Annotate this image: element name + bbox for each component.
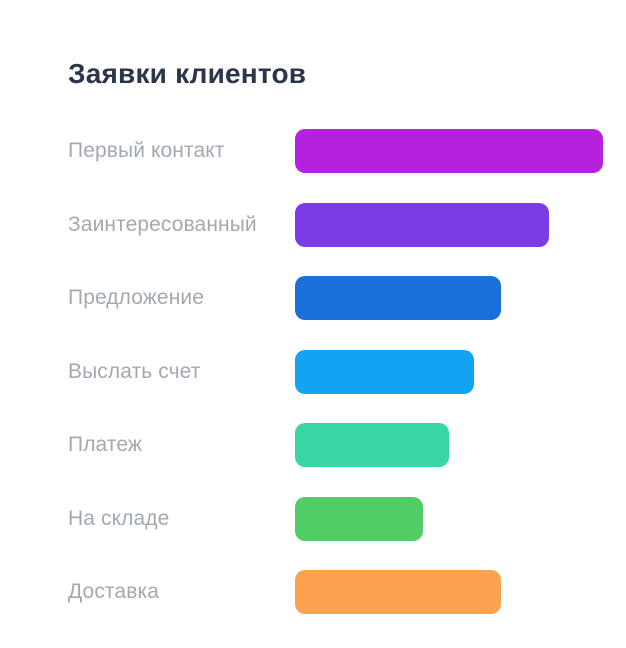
bar-track [295, 496, 603, 541]
category-label: Платеж [68, 433, 143, 456]
category-label: Доставка [68, 580, 159, 603]
funnel-bar[interactable] [295, 202, 549, 247]
funnel-bar[interactable] [295, 570, 501, 614]
chart-row: Доставка [68, 570, 626, 614]
category-label: Заинтересованный [68, 212, 257, 236]
chart-row: Платеж [68, 423, 626, 467]
funnel-bar[interactable] [295, 276, 501, 320]
bar-track [295, 570, 603, 614]
chart-row: Первый контакт [68, 129, 626, 173]
bar-chart: Первый контакт Заинтересованный Предложе… [68, 129, 626, 614]
chart-row: Предложение [68, 276, 626, 320]
category-label: Предложение [68, 286, 205, 309]
bar-track [295, 423, 603, 467]
chart-row: Заинтересованный [68, 202, 626, 247]
chart-card: Заявки клиентов Первый контакт Заинтерес… [68, 58, 626, 614]
chart-row: На складе [68, 496, 626, 541]
funnel-bar[interactable] [295, 423, 449, 467]
bar-track [295, 129, 603, 173]
category-label: Первый контакт [68, 139, 225, 162]
funnel-bar[interactable] [295, 129, 603, 173]
category-label: На складе [68, 506, 170, 530]
chart-row: Выслать счет [68, 349, 626, 394]
bar-track [295, 276, 603, 320]
funnel-bar[interactable] [295, 349, 474, 394]
category-label: Выслать счет [68, 359, 201, 383]
funnel-bar[interactable] [295, 496, 423, 541]
chart-title: Заявки клиентов [68, 58, 307, 89]
bar-track [295, 202, 603, 247]
bar-track [295, 349, 603, 394]
